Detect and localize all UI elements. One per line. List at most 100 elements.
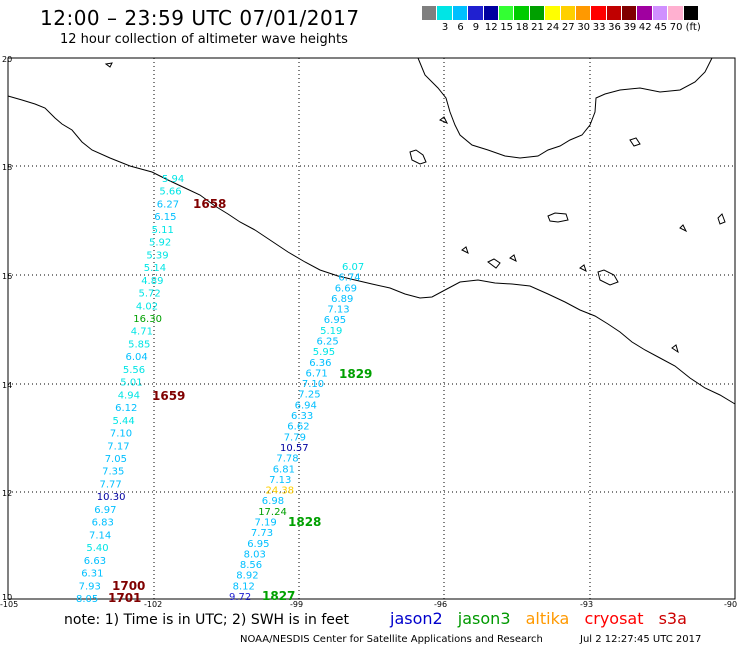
wave-height-label: 8.92	[236, 571, 258, 582]
wave-height-label: 5.66	[159, 187, 181, 198]
wave-height-label: 6.97	[94, 505, 116, 516]
legend-swatch	[591, 6, 607, 20]
footer-note: note: 1) Time is in UTC; 2) SWH is in fe…	[64, 612, 350, 628]
wave-height-label: 10.30	[97, 492, 126, 503]
legend-unit: (ft)	[685, 22, 701, 33]
legend-swatch	[637, 6, 653, 20]
legend-swatch	[668, 6, 684, 20]
wave-height-label: 7.79	[284, 432, 306, 443]
legend-swatch	[622, 6, 638, 20]
legend-swatch	[545, 6, 561, 20]
legend-label: 12	[484, 22, 498, 33]
wave-height-label: 7.10	[302, 379, 324, 390]
track-east: 6.076.746.696.897.136.955.196.255.956.36…	[229, 262, 364, 603]
wave-height-label: 6.12	[115, 403, 137, 414]
legend-swatch	[652, 6, 669, 20]
color-legend: 3 6 9 12 15 18 21 24 27 30 33 36 39 42 45 70 (ft)	[422, 6, 740, 34]
lake	[597, 269, 619, 286]
wave-height-label: 6.33	[291, 411, 313, 422]
wave-height-label: 6.98	[262, 496, 284, 507]
lat-label: 20	[2, 55, 12, 64]
legend-label: 45	[654, 22, 668, 33]
time-label: 1827	[262, 589, 295, 603]
axis-labels: -105 -102 -99 -96 -93 -90 20 18 16 14 12…	[0, 55, 737, 609]
track-west: 5.94 5.66 6.276.15 5.11 5.925.39 5.14 4.89 5.72…	[76, 174, 184, 605]
legend-swatch	[575, 6, 592, 20]
wave-height-label: 6.62	[287, 422, 309, 433]
wave-height-label: 5.72	[139, 289, 161, 300]
wave-height-label: 7.73	[251, 528, 273, 539]
wave-height-label: 7.13	[269, 475, 291, 486]
wave-height-map: -105 -102 -99 -96 -93 -90 20 18 16 14 12…	[0, 55, 737, 609]
lon-label: -90	[724, 600, 737, 609]
legend-label: 9	[472, 22, 480, 33]
wave-height-label: 5.40	[86, 543, 108, 554]
lon-label: -93	[580, 600, 593, 609]
map-frame	[7, 57, 736, 600]
legend-swatch	[422, 6, 438, 20]
legend-label: 39	[623, 22, 637, 33]
legend-swatch	[529, 6, 546, 20]
wave-height-label: 5.11	[152, 225, 174, 236]
lat-label: 10	[2, 593, 12, 602]
satellite-name: altika	[525, 609, 570, 628]
wave-height-label: 5.92	[149, 238, 171, 249]
wave-height-label: 7.05	[105, 454, 127, 465]
wave-height-label: 6.69	[335, 283, 357, 294]
lake	[409, 149, 427, 165]
legend-swatch	[452, 6, 469, 20]
time-label: 1700	[112, 579, 145, 593]
coastline	[7, 57, 736, 405]
lon-label: -102	[144, 600, 162, 609]
wave-height-label: 5.39	[146, 250, 168, 261]
legend-swatch	[498, 6, 515, 20]
lon-label: -96	[434, 600, 447, 609]
wave-height-label: 7.93	[79, 581, 101, 592]
legend-label: 27	[561, 22, 575, 33]
wave-height-label: 6.81	[273, 464, 295, 475]
legend-swatch	[483, 6, 499, 20]
lat-label: 12	[2, 489, 12, 498]
legend-label: 36	[608, 22, 621, 33]
wave-height-label: 16.30	[133, 314, 162, 325]
lake	[579, 264, 587, 272]
wave-height-label: 7.10	[110, 429, 132, 440]
wave-height-label: 7.14	[89, 530, 111, 541]
legend-label: 24	[546, 22, 560, 33]
wave-height-label: 10.57	[280, 443, 309, 454]
legend-swatch	[560, 6, 576, 20]
lon-label: -105	[0, 600, 18, 609]
footer-timestamp: Jul 2 12:27:45 UTC 2017	[580, 634, 702, 645]
satellite-name: jason2	[390, 609, 443, 628]
wave-height-label: 4.94	[118, 390, 140, 401]
wave-height-label: 4.89	[141, 276, 163, 287]
legend-label: 70	[669, 22, 683, 33]
lake	[629, 137, 641, 147]
lon-label: -99	[290, 600, 303, 609]
wave-height-label: 6.71	[306, 369, 328, 380]
wave-height-label: 6.89	[331, 294, 353, 305]
wave-height-label: 6.07	[342, 262, 364, 273]
legend-label: 6	[457, 22, 464, 33]
time-labels: 1658 1659 1700 1701 1829 1828 1827	[108, 197, 372, 605]
lake	[439, 116, 449, 124]
time-label: 1701	[108, 591, 141, 605]
wave-height-label: 8.12	[233, 581, 255, 592]
wave-height-label: 7.77	[100, 480, 122, 491]
wave-height-label: 7.35	[102, 467, 124, 478]
legend-swatch	[437, 6, 453, 20]
legend-swatch	[514, 6, 530, 20]
legend-label: 21	[531, 22, 544, 33]
lat-label: 16	[2, 272, 12, 281]
lake	[671, 344, 679, 354]
wave-height-label: 5.94	[162, 174, 184, 185]
legend-swatches	[422, 6, 740, 20]
lake	[679, 224, 688, 233]
time-label: 1828	[288, 515, 321, 529]
wave-height-label: 6.15	[154, 212, 176, 223]
wave-height-label: 5.85	[128, 340, 150, 351]
wave-height-label: 8.05	[76, 594, 98, 605]
satellite-legend: jason2 jason3 altika cryosat s3a	[390, 609, 697, 628]
legend-swatch	[606, 6, 623, 20]
wave-height-label: 6.36	[309, 358, 331, 369]
